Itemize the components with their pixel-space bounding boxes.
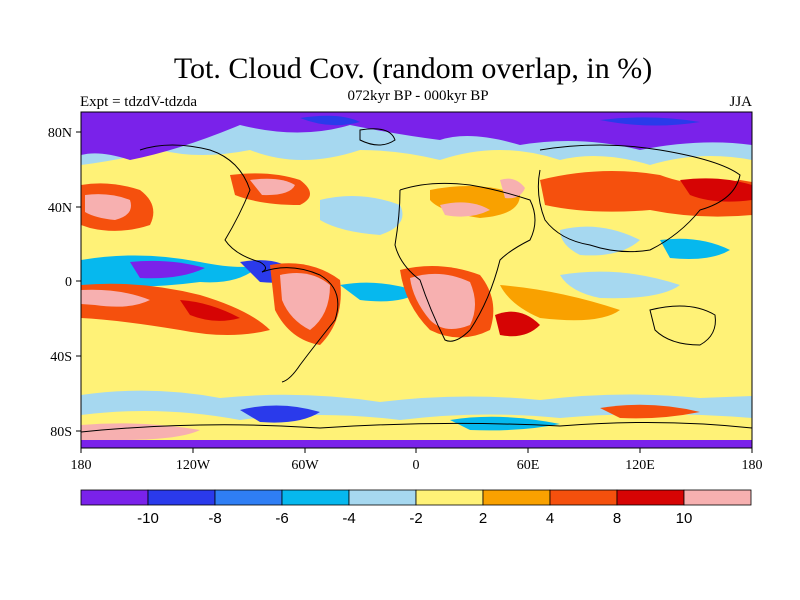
colorbar-swatch xyxy=(683,489,752,506)
colorbar-label: -2 xyxy=(409,510,422,527)
lon-tick-label: 180 xyxy=(71,458,92,473)
lon-tick-label: 60E xyxy=(517,458,540,473)
colorbar-swatch xyxy=(147,489,216,506)
experiment-label: Expt = tdzdV-tdzda xyxy=(80,94,198,110)
colorbar-swatch xyxy=(415,489,484,506)
season-label: JJA xyxy=(729,94,752,110)
colorbar: -10 -8 -6 -4 -2 2 4 8 10 xyxy=(80,489,752,527)
colorbar-label: 4 xyxy=(546,510,554,527)
lon-tick-label: 60W xyxy=(291,458,319,473)
lon-tick-label: 0 xyxy=(413,458,420,473)
cloud-cover-field xyxy=(81,112,752,448)
colorbar-swatch xyxy=(482,489,551,506)
colorbar-label: -4 xyxy=(342,510,355,527)
map-title: Tot. Cloud Cov. (random overlap, in %) xyxy=(173,52,653,85)
colorbar-swatch xyxy=(616,489,685,506)
lon-tick-label: 120W xyxy=(176,458,211,473)
lat-tick-label: 0 xyxy=(65,275,72,290)
lat-axis: 80N 40N 0 40S 80S xyxy=(48,126,81,440)
lat-tick-label: 40N xyxy=(48,201,72,216)
colorbar-label: -6 xyxy=(275,510,288,527)
colorbar-swatch xyxy=(80,489,149,506)
lon-tick-label: 180 xyxy=(742,458,763,473)
colorbar-swatch xyxy=(348,489,417,506)
colorbar-swatch xyxy=(214,489,283,506)
colorbar-swatch xyxy=(549,489,618,506)
colorbar-label: 8 xyxy=(613,510,621,527)
period-label: 072kyr BP - 000kyr BP xyxy=(347,88,489,104)
lon-axis: 180 120W 60W 0 60E 120E 180 xyxy=(71,448,763,473)
lat-tick-label: 80S xyxy=(50,425,72,440)
lat-tick-label: 40S xyxy=(50,350,72,365)
colorbar-label: -10 xyxy=(137,510,159,527)
colorbar-label: 2 xyxy=(479,510,487,527)
colorbar-label: -8 xyxy=(208,510,221,527)
colorbar-swatch xyxy=(281,489,350,506)
lon-tick-label: 120E xyxy=(625,458,655,473)
colorbar-label: 10 xyxy=(676,510,693,527)
lat-tick-label: 80N xyxy=(48,126,72,141)
